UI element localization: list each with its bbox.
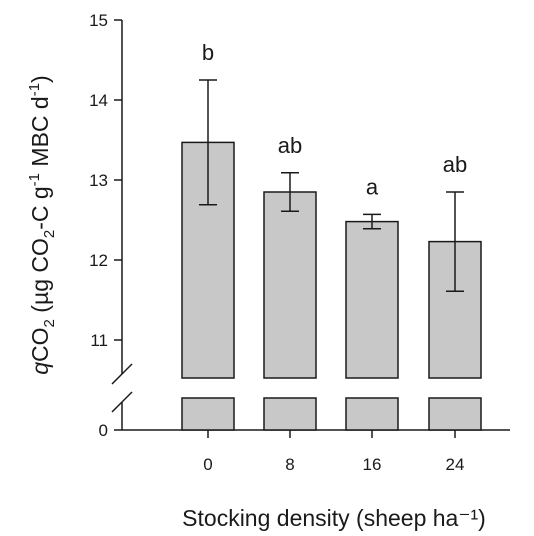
y-tick-label: 12 [89,251,108,270]
x-tick-label: 16 [363,455,382,474]
significance-label-8: ab [278,133,302,158]
significance-label-16: a [366,174,379,199]
bar-16 [345,220,399,379]
y-axis-title: qCO2 (µg CO2-C g-1 MBC d-1) [26,75,58,374]
significance-label-0: b [202,40,214,65]
x-tick-label: 24 [446,455,465,474]
x-tick-label: 0 [203,455,212,474]
bar-base-24 [428,397,482,431]
axis-break-mark-2 [111,391,133,413]
bar-base-16 [345,397,399,431]
plot-area: 11 12 13 14 15 0 b 0 ab 8 a 16 ab 24 [89,11,510,474]
significance-label-24: ab [443,152,467,177]
axis-break-mark-1 [111,363,133,385]
bar-base-8 [263,397,317,431]
x-axis-title: Stocking density (sheep ha⁻¹) [182,505,486,531]
y-tick-label: 11 [90,331,108,350]
x-tick-label: 8 [285,455,294,474]
y-tick-label: 13 [89,171,108,190]
y-tick-label-zero: 0 [99,421,108,440]
y-tick-label: 14 [89,91,108,110]
bar-8 [263,191,317,379]
bar-base-0 [181,397,235,431]
y-tick-label: 15 [89,11,108,30]
